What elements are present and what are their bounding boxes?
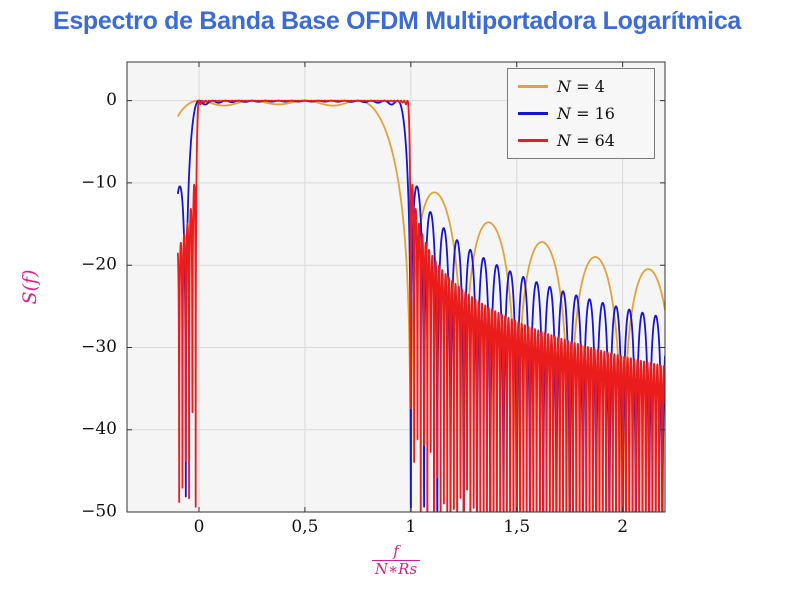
y-axis-label: S(f) [19,269,41,305]
legend-entry-n64: N = 64 [518,131,644,150]
legend-label-n4: N = 4 [557,77,605,96]
legend-label-n64: N = 64 [557,131,615,150]
legend-line-swatch-n64 [518,139,548,142]
legend-label-n16: N = 16 [557,104,615,123]
x-axis-label-denominator: N∗Rs [371,560,421,578]
legend-line-swatch-n16 [518,112,548,115]
page-title: Espectro de Banda Base OFDM Multiportado… [52,7,742,35]
x-axis-label-numerator: f [393,542,399,560]
legend-line-swatch-n4 [518,85,548,88]
x-axis-label-fraction: f N∗Rs [371,542,421,579]
legend: N = 4 N = 16 N = 64 [507,68,655,159]
legend-entry-n4: N = 4 [518,77,644,96]
x-axis-label: f N∗Rs [127,542,665,579]
legend-entry-n16: N = 16 [518,104,644,123]
